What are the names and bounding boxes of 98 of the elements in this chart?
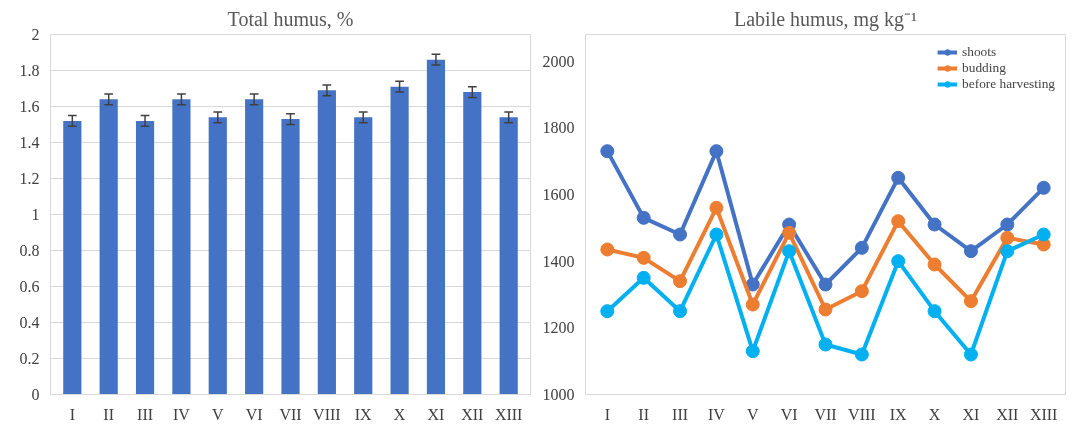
x-tick-label: XI xyxy=(962,405,980,423)
point xyxy=(963,294,978,309)
bar xyxy=(99,99,118,395)
x-tick-label: XIII xyxy=(494,405,523,423)
bar xyxy=(281,119,300,395)
point xyxy=(927,257,942,272)
x-tick-label: I xyxy=(69,405,75,423)
x-tick-label: IV xyxy=(707,405,726,423)
x-tick-label: III xyxy=(672,405,689,423)
x-tick-label: II xyxy=(638,405,650,423)
y-tick-label: 1 xyxy=(31,206,40,223)
bar xyxy=(317,90,336,395)
x-tick-label: VI xyxy=(780,405,798,423)
y-tick-label: 1400 xyxy=(542,252,575,270)
point xyxy=(600,144,615,159)
y-tick-label: 0 xyxy=(31,386,40,403)
point xyxy=(745,277,760,292)
point xyxy=(636,270,651,285)
bar xyxy=(499,117,518,395)
point xyxy=(891,214,906,229)
x-tick-label: IX xyxy=(354,405,373,423)
x-tick-label: X xyxy=(393,405,406,423)
point xyxy=(673,304,688,319)
bar xyxy=(208,117,227,395)
bar xyxy=(245,99,264,395)
y-tick-label: 1.4 xyxy=(19,134,40,151)
x-tick-label: V xyxy=(747,405,759,423)
point xyxy=(673,274,688,289)
point xyxy=(818,337,833,352)
point xyxy=(782,244,797,259)
y-tick-label: 0.2 xyxy=(19,350,40,367)
x-tick-label: XI xyxy=(427,405,445,423)
x-tick-label: XII xyxy=(461,405,484,423)
x-tick-label: IV xyxy=(172,405,191,423)
point xyxy=(745,297,760,312)
x-tick-label: II xyxy=(103,405,115,423)
y-tick-label: 2000 xyxy=(542,52,575,70)
bar xyxy=(390,86,409,395)
y-tick-label: 1000 xyxy=(542,386,575,403)
legend-label: shoots xyxy=(962,44,997,60)
y-tick-label: 1200 xyxy=(542,319,575,337)
chart-title: Total humus, % xyxy=(227,7,354,30)
y-tick-label: 1.6 xyxy=(19,98,40,115)
point xyxy=(1000,217,1015,232)
point xyxy=(818,302,833,317)
point xyxy=(782,225,797,240)
y-tick-label: 0.8 xyxy=(19,242,40,259)
x-tick-label: VI xyxy=(245,405,263,423)
bar xyxy=(463,92,482,395)
point xyxy=(891,170,906,185)
x-tick-label: IX xyxy=(889,405,908,423)
x-tick-label: I xyxy=(604,405,610,423)
point xyxy=(854,284,869,299)
point xyxy=(1036,180,1051,195)
point xyxy=(709,227,724,242)
y-tick-label: 1.2 xyxy=(19,170,40,187)
legend-label: before harvesting xyxy=(962,76,1055,92)
point xyxy=(854,240,869,255)
x-tick-label: XIII xyxy=(1029,405,1058,423)
legend-label: budding xyxy=(962,60,1006,76)
x-tick-label: XII xyxy=(996,405,1019,423)
y-tick-label: 0.4 xyxy=(19,314,40,331)
point xyxy=(927,217,942,232)
bar xyxy=(63,120,82,395)
point xyxy=(636,250,651,265)
y-tick-label: 1800 xyxy=(542,119,575,137)
y-tick-label: 1600 xyxy=(542,186,575,203)
x-tick-label: X xyxy=(928,405,941,423)
point xyxy=(745,344,760,359)
x-tick-label: III xyxy=(137,405,154,423)
x-tick-label: VIII xyxy=(313,405,341,423)
point xyxy=(1000,244,1015,259)
chart-title: Labile humus, mg kg⁻¹ xyxy=(734,7,917,31)
point xyxy=(1000,230,1015,245)
point xyxy=(673,227,688,242)
point xyxy=(1036,227,1051,242)
bar xyxy=(135,120,155,395)
x-tick-label: VII xyxy=(279,405,302,423)
point xyxy=(709,144,724,159)
y-tick-label: 2 xyxy=(31,26,40,43)
bar xyxy=(354,117,373,395)
point xyxy=(963,347,978,362)
x-tick-label: VII xyxy=(814,405,837,423)
point xyxy=(600,304,615,319)
bar xyxy=(172,99,191,395)
point xyxy=(600,242,615,257)
x-tick-label: V xyxy=(212,405,224,423)
point xyxy=(963,244,978,259)
point xyxy=(709,200,724,215)
point xyxy=(927,304,942,319)
point xyxy=(891,254,906,269)
point xyxy=(854,347,869,362)
point xyxy=(818,277,833,292)
y-tick-label: 1.8 xyxy=(19,62,40,79)
bar xyxy=(426,59,446,395)
y-tick-label: 0.6 xyxy=(19,278,40,295)
x-tick-label: VIII xyxy=(848,405,876,423)
point xyxy=(636,210,651,225)
